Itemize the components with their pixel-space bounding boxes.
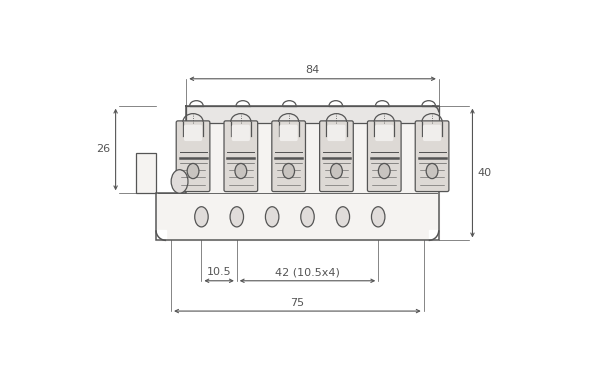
Text: 42 (10.5x4): 42 (10.5x4) <box>275 267 340 277</box>
Ellipse shape <box>336 207 350 227</box>
FancyBboxPatch shape <box>232 125 250 141</box>
Bar <box>136 153 156 193</box>
Text: 40: 40 <box>478 168 491 178</box>
Bar <box>187 106 439 123</box>
Ellipse shape <box>230 207 244 227</box>
Ellipse shape <box>426 164 438 179</box>
FancyBboxPatch shape <box>367 121 401 191</box>
FancyBboxPatch shape <box>176 121 210 191</box>
Polygon shape <box>156 106 439 240</box>
Ellipse shape <box>379 164 390 179</box>
Ellipse shape <box>331 164 343 179</box>
Ellipse shape <box>371 207 385 227</box>
FancyBboxPatch shape <box>423 125 441 141</box>
Polygon shape <box>432 106 439 112</box>
FancyBboxPatch shape <box>328 125 346 141</box>
FancyBboxPatch shape <box>280 125 298 141</box>
Polygon shape <box>428 230 439 240</box>
Polygon shape <box>156 230 166 240</box>
Ellipse shape <box>171 170 188 193</box>
FancyBboxPatch shape <box>415 121 449 191</box>
Ellipse shape <box>235 164 247 179</box>
FancyBboxPatch shape <box>375 125 394 141</box>
Ellipse shape <box>195 207 208 227</box>
Polygon shape <box>156 230 166 240</box>
Ellipse shape <box>187 164 199 179</box>
FancyBboxPatch shape <box>272 121 305 191</box>
FancyBboxPatch shape <box>224 121 257 191</box>
Text: 26: 26 <box>97 144 110 155</box>
Ellipse shape <box>301 207 314 227</box>
Ellipse shape <box>265 207 279 227</box>
Ellipse shape <box>283 164 295 179</box>
Text: 84: 84 <box>305 65 320 76</box>
Text: 75: 75 <box>290 298 304 308</box>
FancyBboxPatch shape <box>184 125 202 141</box>
FancyBboxPatch shape <box>320 121 353 191</box>
Text: 10.5: 10.5 <box>207 267 232 277</box>
